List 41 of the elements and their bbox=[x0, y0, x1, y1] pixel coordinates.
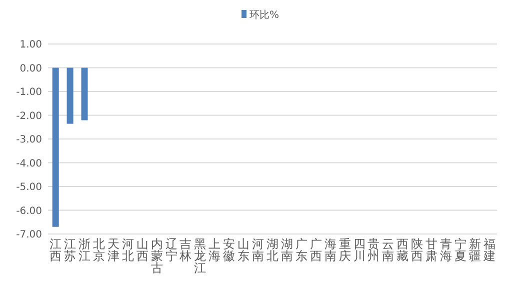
x-tick-label: 湖南 bbox=[280, 237, 293, 263]
x-tick-label: 广东 bbox=[295, 237, 308, 263]
x-tick-label: 河北 bbox=[122, 237, 134, 263]
x-tick-label: 西藏 bbox=[396, 237, 409, 263]
x-tick-label: 云南 bbox=[382, 237, 394, 263]
x-tick-label: 浙江 bbox=[78, 237, 91, 263]
x-tick-label: 内蒙古 bbox=[150, 237, 163, 275]
x-tick-label: 山东 bbox=[238, 237, 250, 263]
x-tick-label: 辽宁 bbox=[165, 237, 178, 263]
x-tick-label: 天津 bbox=[107, 237, 120, 263]
x-tick-label: 福建 bbox=[482, 237, 496, 263]
x-tick-label: 四川 bbox=[353, 237, 366, 263]
y-tick-label: -4.00 bbox=[16, 158, 42, 170]
x-tick-label: 山西 bbox=[136, 237, 148, 263]
x-tick-label: 湖北 bbox=[266, 237, 278, 263]
x-tick-label: 贵州 bbox=[368, 237, 380, 263]
y-tick-label: 1.00 bbox=[20, 40, 42, 50]
x-tick-label: 安徽 bbox=[223, 237, 236, 263]
x-tick-label: 青海 bbox=[440, 237, 452, 263]
y-tick-label: -7.00 bbox=[16, 230, 42, 240]
y-tick-label: -1.00 bbox=[16, 87, 42, 98]
legend-label: 环比% bbox=[250, 9, 280, 21]
x-tick-label: 海南 bbox=[324, 237, 336, 263]
x-tick-label: 重庆 bbox=[338, 237, 351, 263]
y-tick-label: -2.00 bbox=[16, 110, 42, 122]
x-tick-label: 上海 bbox=[208, 237, 221, 263]
y-tick-label: -6.00 bbox=[16, 206, 42, 217]
y-tick-label: 0.00 bbox=[20, 63, 42, 74]
x-tick-label: 吉林 bbox=[178, 237, 192, 263]
x-tick-label: 黑龙江 bbox=[194, 237, 206, 275]
y-tick-label: -3.00 bbox=[16, 134, 42, 146]
x-tick-label: 江苏 bbox=[64, 237, 76, 263]
x-tick-label: 广西 bbox=[310, 237, 322, 263]
y-tick-label: -5.00 bbox=[16, 182, 42, 193]
x-tick-label: 新疆 bbox=[468, 237, 481, 263]
x-tick-label: 陕西 bbox=[411, 237, 424, 263]
x-tick-label: 江西 bbox=[50, 237, 62, 263]
x-tick-label: 北京 bbox=[92, 237, 105, 263]
x-tick-label: 河南 bbox=[252, 237, 264, 263]
x-tick-label: 甘肃 bbox=[426, 237, 438, 263]
x-tick-label: 宁夏 bbox=[454, 237, 466, 263]
